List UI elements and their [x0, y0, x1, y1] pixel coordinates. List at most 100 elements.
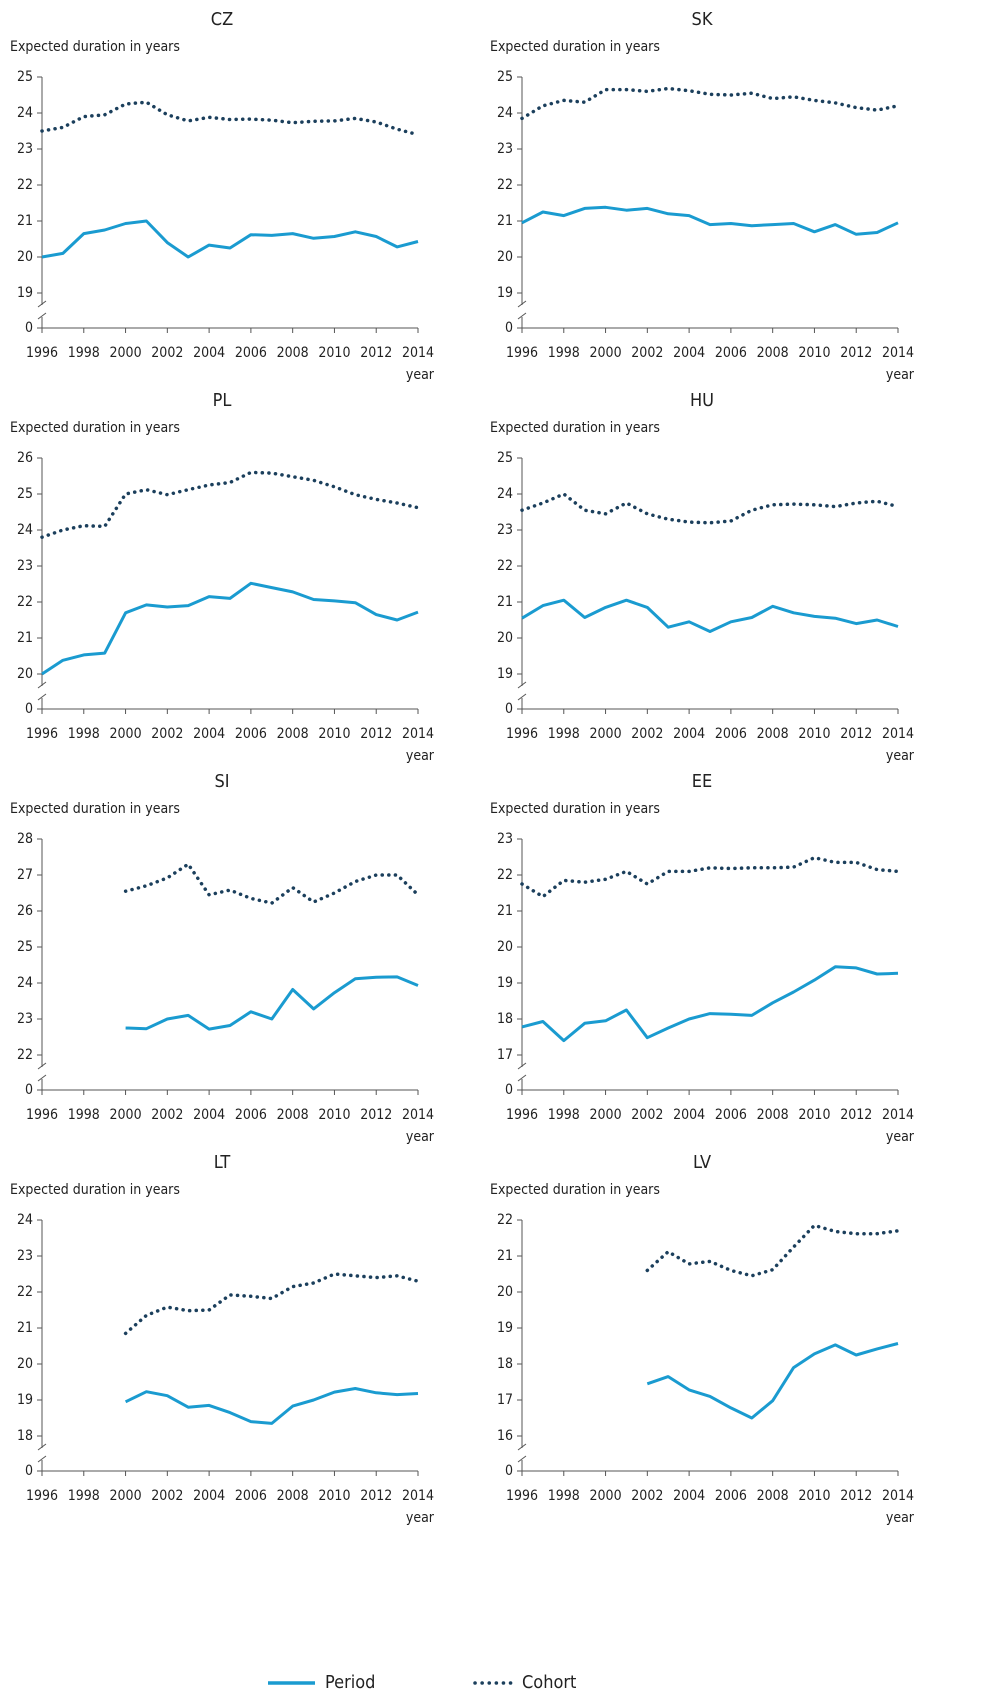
x-tick-label: 2006 — [235, 345, 267, 361]
panel: CZ Expected duration in years year 0 19 20 21 2… — [10, 9, 435, 383]
x-tick-label: 2008 — [277, 1107, 309, 1123]
y-tick-label: 0 — [505, 1082, 513, 1098]
y-tick-label: 20 — [497, 249, 513, 265]
y-tick-label: 20 — [497, 939, 513, 955]
x-tick-label: 2010 — [318, 1488, 350, 1504]
axis-break — [37, 1443, 47, 1451]
y-tick-label: 16 — [497, 1428, 513, 1444]
x-axis-label: year — [406, 1129, 435, 1145]
panel: HU Expected duration in years year 0 19 20 21 2… — [490, 390, 915, 764]
x-tick-label: 2010 — [318, 1107, 350, 1123]
x-tick-label: 2012 — [840, 345, 872, 361]
y-tick-label: 0 — [505, 701, 513, 717]
y-tick-label: 22 — [17, 177, 33, 193]
y-axis-label: Expected duration in years — [10, 39, 180, 55]
series-line — [520, 492, 900, 525]
panel: PL Expected duration in years year 0 20 21 22 2… — [10, 390, 435, 764]
panel: EE Expected duration in years year 0 17 18 19 2… — [490, 771, 915, 1145]
legend-label: Cohort — [522, 1672, 576, 1693]
x-axis-label: year — [886, 748, 915, 764]
x-tick-label: 1996 — [506, 345, 538, 361]
panel-title: CZ — [211, 9, 233, 30]
y-tick-label: 19 — [497, 285, 513, 301]
series-line — [125, 975, 419, 1031]
y-tick-label: 25 — [497, 450, 513, 466]
y-tick-label: 19 — [497, 666, 513, 682]
y-tick-label: 0 — [25, 701, 33, 717]
x-tick-label: 2014 — [402, 345, 434, 361]
axis-break — [37, 300, 47, 308]
y-tick-label: 24 — [497, 486, 513, 502]
x-tick-label: 2010 — [318, 345, 350, 361]
x-tick-label: 2012 — [360, 345, 392, 361]
y-tick-label: 24 — [17, 1212, 33, 1228]
legend-label: Period — [325, 1672, 375, 1693]
y-axis-label: Expected duration in years — [490, 39, 660, 55]
x-tick-label: 2002 — [631, 1488, 663, 1504]
x-tick-label: 2000 — [110, 1107, 142, 1123]
y-tick-label: 20 — [17, 666, 33, 682]
axis-break — [517, 1062, 527, 1070]
y-tick-label: 21 — [17, 1320, 33, 1336]
panel-title: SK — [692, 9, 713, 30]
y-tick-label: 24 — [17, 105, 33, 121]
x-tick-label: 2010 — [798, 345, 830, 361]
x-tick-label: 2012 — [840, 1488, 872, 1504]
x-tick-label: 2008 — [277, 345, 309, 361]
x-tick-label: 2010 — [798, 1107, 830, 1123]
y-tick-label: 0 — [505, 320, 513, 336]
y-axis-label: Expected duration in years — [490, 1182, 660, 1198]
y-tick-label: 22 — [497, 558, 513, 574]
x-tick-label: 2004 — [673, 1107, 705, 1123]
panel-title: LT — [214, 1152, 231, 1173]
y-axis-label: Expected duration in years — [490, 420, 660, 436]
series-line — [521, 205, 899, 236]
y-tick-label: 22 — [17, 1284, 33, 1300]
x-tick-label: 2002 — [631, 345, 663, 361]
x-tick-label: 2014 — [402, 1488, 434, 1504]
x-tick-label: 2002 — [631, 726, 663, 742]
x-tick-label: 2006 — [715, 726, 747, 742]
series-line — [646, 1342, 899, 1420]
x-tick-label: 2006 — [715, 1488, 747, 1504]
x-tick-label: 2006 — [235, 1488, 267, 1504]
y-tick-label: 26 — [17, 450, 33, 466]
y-tick-label: 26 — [17, 903, 33, 919]
series-line — [521, 965, 899, 1043]
axis-break — [517, 1443, 527, 1451]
series-line — [41, 219, 419, 259]
x-tick-label: 1998 — [548, 1107, 580, 1123]
x-tick-label: 2010 — [798, 1488, 830, 1504]
x-tick-label: 2000 — [110, 345, 142, 361]
series-line — [520, 86, 900, 121]
axis-break — [37, 1455, 47, 1463]
y-tick-label: 19 — [17, 285, 33, 301]
x-tick-label: 1998 — [68, 726, 100, 742]
y-tick-label: 21 — [497, 594, 513, 610]
x-tick-label: 2002 — [631, 1107, 663, 1123]
panel-title: SI — [214, 771, 229, 792]
series-line — [124, 1387, 419, 1425]
x-tick-label: 2000 — [590, 726, 622, 742]
y-tick-label: 25 — [497, 69, 513, 85]
x-axis-label: year — [406, 367, 435, 383]
y-tick-label: 19 — [497, 975, 513, 991]
y-tick-label: 25 — [17, 69, 33, 85]
axis-break — [517, 681, 527, 689]
x-axis-label: year — [886, 367, 915, 383]
y-tick-label: 0 — [25, 320, 33, 336]
axis-break — [37, 693, 47, 701]
axis-break — [37, 312, 47, 320]
panel: SI Expected duration in years year 0 22 23 24 2… — [10, 771, 435, 1145]
x-tick-label: 2006 — [235, 1107, 267, 1123]
panel-title: EE — [692, 771, 712, 792]
y-tick-label: 19 — [497, 1320, 513, 1336]
x-tick-label: 1996 — [26, 1488, 58, 1504]
x-tick-label: 2012 — [360, 1488, 392, 1504]
x-tick-label: 2010 — [798, 726, 830, 742]
x-tick-label: 1998 — [548, 345, 580, 361]
axis-break — [517, 693, 527, 701]
x-tick-label: 1996 — [26, 726, 58, 742]
x-tick-label: 1998 — [548, 726, 580, 742]
